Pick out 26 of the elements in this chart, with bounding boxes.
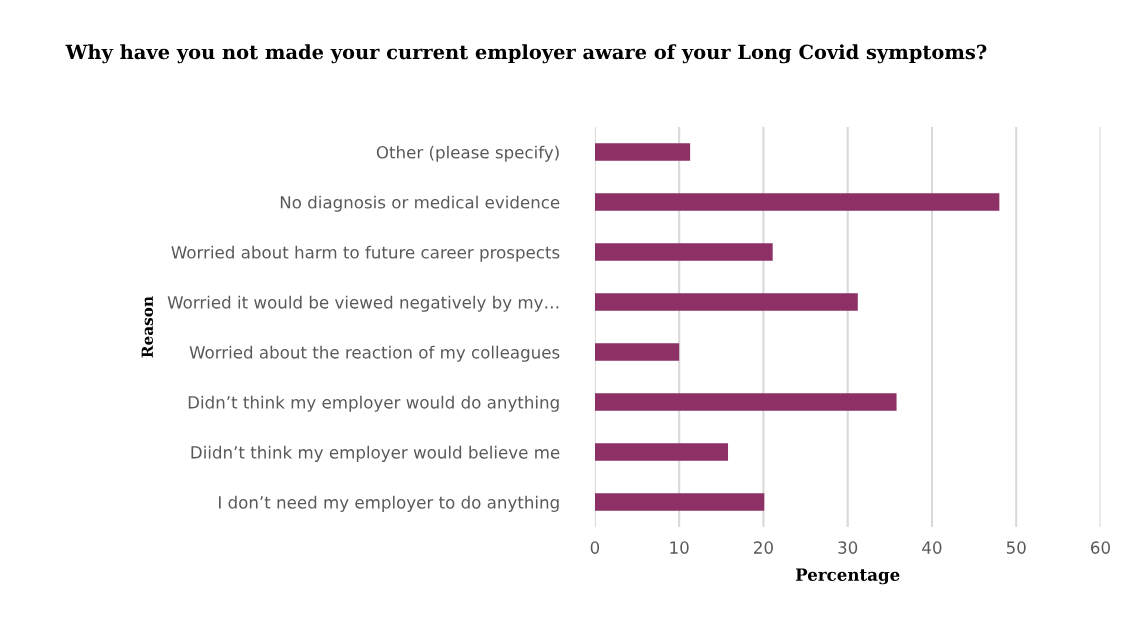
x-tick-label: 0: [590, 541, 600, 554]
y-tick-label: Other (please specify): [376, 145, 559, 162]
x-tick-label: 50: [1006, 541, 1026, 554]
y-tick-label: Worried about harm to future career prospects: [171, 245, 560, 262]
chart-title: Why have you not made your current employer aware of your Long Covid symptoms?: [65, 44, 987, 64]
x-tick-label: 30: [838, 541, 858, 554]
bar: [594, 443, 729, 461]
y-tick-label: Worried it would be viewed negatively by my…: [167, 295, 559, 312]
bar: [594, 193, 1000, 211]
x-tick-label: 60: [1091, 541, 1110, 554]
bar: [594, 493, 765, 511]
y-tick-label: Worried about the reaction of my colleagues: [189, 345, 560, 362]
bar: [594, 243, 773, 261]
x-tick-label: 20: [754, 541, 773, 554]
y-tick-label: Didn’t think my employer would do anything: [188, 395, 559, 412]
y-tick-label: Diidn’t think my employer would believe me: [191, 445, 560, 462]
bar: [594, 143, 691, 161]
y-tick-label: No diagnosis or medical evidence: [280, 195, 560, 212]
y-tick-label: I don’t need my employer to do anything: [219, 495, 559, 512]
x-axis-title: Percentage: [795, 568, 900, 585]
x-tick-label: 10: [670, 541, 689, 554]
bar: [594, 343, 680, 361]
bar: [594, 293, 858, 311]
bar: [594, 393, 897, 411]
x-tick-label: 40: [922, 541, 942, 554]
y-axis-title: Reason: [141, 296, 154, 358]
